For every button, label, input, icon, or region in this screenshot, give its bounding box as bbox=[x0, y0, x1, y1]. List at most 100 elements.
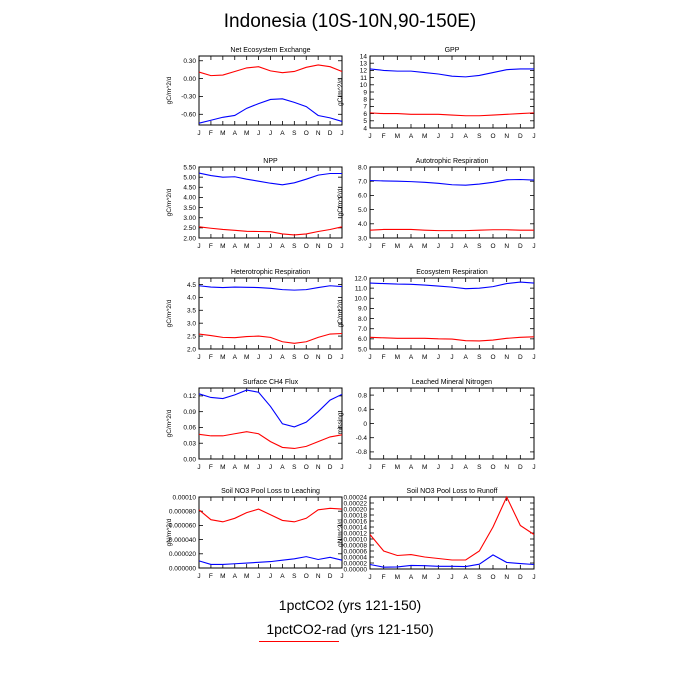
panel-3-ytick-label: 4.50 bbox=[183, 185, 196, 192]
panel-1-frame bbox=[198, 55, 343, 126]
panel-7-xtick-label: J bbox=[269, 464, 272, 471]
panel-10-ytick-label: 0.00020 bbox=[344, 506, 368, 513]
panel-7-ytick-label: 0.03 bbox=[183, 441, 196, 448]
panel-5-ytick-label: 3.0 bbox=[187, 320, 196, 327]
panel-5-ytick-label: 2.5 bbox=[187, 333, 196, 340]
panel-6-ytick-label: 8.0 bbox=[358, 316, 367, 323]
panel-6-xtick-label: J bbox=[532, 354, 535, 361]
panel-3-xtick-label: F bbox=[209, 243, 213, 250]
panel-5-series-2-line bbox=[198, 332, 343, 344]
panel-4-xtick-label: O bbox=[490, 243, 495, 250]
panel-8-xtick-label: S bbox=[477, 464, 482, 471]
panel-2-frame bbox=[369, 55, 535, 129]
panel-10-xtick-label: F bbox=[382, 574, 386, 581]
panel-3-xtick-label: M bbox=[220, 243, 225, 250]
panel-9-ytick-label: 0.000040 bbox=[169, 537, 196, 544]
panel-2-series-2-line bbox=[369, 112, 535, 117]
panel-1-xtick-label: J bbox=[269, 130, 272, 137]
panel-6-ytick-label: 9.0 bbox=[358, 306, 367, 313]
panel-9-xtick-label: A bbox=[280, 573, 285, 580]
panel-3-series-2-line bbox=[198, 226, 343, 236]
panel-6-xtick-label: D bbox=[518, 354, 523, 361]
panel-9-xtick-label: J bbox=[257, 573, 260, 580]
panel-2-series-1-line bbox=[369, 68, 534, 78]
panel-8-xtick-label: M bbox=[395, 464, 400, 471]
panel-7-series-1-line bbox=[198, 389, 343, 428]
panel-4-xtick-label: S bbox=[477, 243, 482, 250]
panel-3-ytick-label: 5.50 bbox=[183, 164, 196, 171]
panel-3-frame bbox=[198, 166, 343, 239]
panel-8-xtick-label: J bbox=[437, 464, 440, 471]
panel-10-title: Soil NO3 Pool Loss to Runoff bbox=[407, 488, 498, 495]
panel-1-xtick-label: A bbox=[280, 130, 285, 137]
panel-7-xtick-label: F bbox=[209, 464, 213, 471]
panel-9-xtick-label: N bbox=[316, 573, 321, 580]
panel-1-xtick-label: S bbox=[292, 130, 297, 137]
figure-title: Indonesia (10S-10N,90-150E) bbox=[223, 11, 477, 32]
panel-6-xtick-label: M bbox=[395, 354, 400, 361]
panel-3-xtick-label: O bbox=[304, 243, 309, 250]
panel-5-xtick-label: J bbox=[340, 354, 343, 361]
panel-3-xtick-label: J bbox=[197, 243, 200, 250]
panel-1-title: Net Ecosystem Exchange bbox=[230, 47, 310, 54]
panel-10-ytick-label: 0.00016 bbox=[344, 518, 368, 525]
panel-5-ytick-label: 4.5 bbox=[187, 282, 196, 289]
panel-2-xtick-label: M bbox=[422, 133, 427, 140]
panel-2-ytick-label: 10 bbox=[360, 82, 368, 89]
panel-5-ytick-label: 2.0 bbox=[187, 346, 196, 353]
panel-7-ytick-label: 0.00 bbox=[183, 456, 196, 463]
panel-2-ytick-label: 7 bbox=[363, 104, 367, 111]
panel-4-frame bbox=[369, 166, 535, 239]
panel-9-series-2-line bbox=[198, 507, 343, 523]
panel-6-xtick-label: S bbox=[477, 354, 482, 361]
panel-2-xtick-label: J bbox=[532, 133, 535, 140]
panel-6-ylabel: gC/m^2/d bbox=[337, 299, 344, 327]
panel-7-series-2-line bbox=[198, 431, 343, 450]
panel-7-xtick-label: J bbox=[257, 464, 260, 471]
panel-2-xtick-label: D bbox=[518, 133, 523, 140]
panel-8-xtick-label: N bbox=[504, 464, 509, 471]
panel-10-ytick-label: 0.00022 bbox=[344, 500, 368, 507]
panel-10-xtick-label: A bbox=[463, 574, 468, 581]
panel-3-ytick-label: 5.00 bbox=[183, 174, 196, 181]
panel-10-xtick-label: O bbox=[490, 574, 495, 581]
panel-4-xtick-label: D bbox=[518, 243, 523, 250]
panel-9-xtick-label: O bbox=[304, 573, 309, 580]
panel-8-ytick-label: 0 bbox=[363, 421, 367, 428]
panel-10-xtick-label: D bbox=[518, 574, 523, 581]
panel-9-title: Soil NO3 Pool Loss to Leaching bbox=[221, 488, 320, 495]
panel-9-xtick-label: M bbox=[244, 573, 249, 580]
panel-2-ytick-label: 12 bbox=[360, 68, 368, 75]
panel-1-ytick-label: 0.00 bbox=[183, 76, 196, 83]
panel-3-series-1-line bbox=[198, 172, 342, 186]
panel-5-xtick-label: M bbox=[244, 354, 249, 361]
panel-9-ytick-label: 0.00010 bbox=[173, 494, 197, 501]
panel-3-xtick-label: N bbox=[316, 243, 321, 250]
panel-1-xtick-label: J bbox=[257, 130, 260, 137]
panel-3-xtick-label: S bbox=[292, 243, 297, 250]
panel-2-ytick-label: 5 bbox=[363, 118, 367, 125]
panel-3-ytick-label: 4.00 bbox=[183, 195, 196, 202]
panel-9-ytick-label: 0.000000 bbox=[169, 565, 196, 572]
panel-5-xtick-label: J bbox=[197, 354, 200, 361]
panel-3-xtick-label: A bbox=[280, 243, 285, 250]
panel-1-series-2-line bbox=[198, 64, 343, 77]
panel-8-xtick-label: D bbox=[518, 464, 523, 471]
panel-6-xtick-label: F bbox=[382, 354, 386, 361]
panel-6-title: Ecosystem Respiration bbox=[416, 269, 488, 276]
panel-8-xtick-label: J bbox=[368, 464, 371, 471]
panel-9-xtick-label: M bbox=[220, 573, 225, 580]
panel-8-xtick-label: A bbox=[409, 464, 414, 471]
panel-4-ytick-label: 6.0 bbox=[358, 193, 367, 200]
panel-7-xtick-label: A bbox=[280, 464, 285, 471]
panel-5-xtick-label: J bbox=[269, 354, 272, 361]
panel-2-xtick-label: S bbox=[477, 133, 482, 140]
panel-10-xtick-label: M bbox=[395, 574, 400, 581]
panel-3-xtick-label: M bbox=[244, 243, 249, 250]
panel-8-xtick-label: M bbox=[422, 464, 427, 471]
panel-2-ytick-label: 13 bbox=[360, 61, 368, 68]
panel-4-ytick-label: 5.0 bbox=[358, 207, 367, 214]
panel-9-ytick-label: 0.000080 bbox=[169, 509, 196, 516]
panel-4-xtick-label: J bbox=[450, 243, 453, 250]
panel-10-xtick-label: N bbox=[504, 574, 509, 581]
